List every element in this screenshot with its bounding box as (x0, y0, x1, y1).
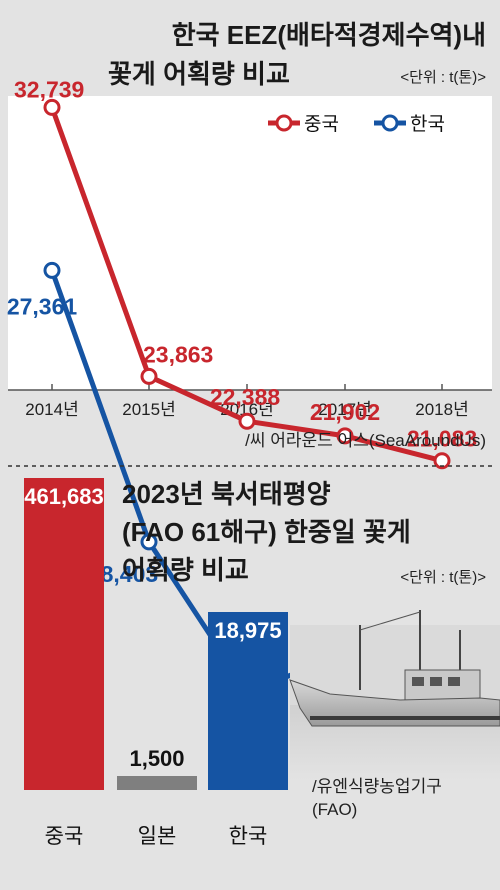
line-chart-title-line1: 한국 EEZ(배타적경제수역)내 (172, 20, 486, 50)
legend: 중국 한국 (257, 104, 485, 142)
bar-chart-source-line2: (FAO) (312, 800, 357, 819)
bar-china (24, 478, 104, 790)
bar-category-korea: 한국 (229, 825, 268, 848)
data-label-korea: 27,361 (7, 293, 78, 319)
bar-chart-unit: <단위 : t(톤)> (400, 569, 486, 586)
bar-category-japan: 일본 (138, 825, 177, 848)
line-chart-source: /씨 어라운드 어스(SeaAroundUs) (245, 431, 486, 450)
data-point-korea (140, 533, 158, 551)
x-tick-label: 2017년 (318, 400, 371, 419)
legend-marker-china (275, 114, 293, 132)
fishing-boat-image (289, 610, 500, 780)
data-label-china: 32,739 (14, 76, 84, 102)
bar-korea (208, 612, 288, 790)
data-label-china: 21,902 (310, 399, 380, 425)
bar-chart-title-line1: 2023년 북서태평양 (122, 479, 331, 509)
boat-window (448, 677, 460, 686)
data-point-china (140, 367, 158, 385)
legend-label-china: 중국 (304, 114, 339, 135)
bar-japan (117, 776, 197, 790)
data-label-china: 23,863 (143, 341, 213, 367)
x-tick-label: 2015년 (122, 400, 175, 419)
line-chart-title-line2: 꽃게 어획량 비교 (108, 59, 290, 89)
bar-category-china: 중국 (45, 825, 84, 848)
data-point-korea (43, 261, 61, 279)
data-label-china: 22,388 (210, 384, 281, 410)
data-point-china (336, 427, 354, 445)
legend-marker-korea (381, 114, 399, 132)
x-tick-label: 2014년 (25, 400, 78, 419)
bar-value-japan: 1,500 (129, 746, 184, 771)
x-tick-label: 2018년 (415, 400, 468, 419)
legend-label-korea: 한국 (410, 113, 445, 135)
bar-value-korea: 18,975 (214, 618, 281, 643)
line-plot-area (8, 96, 492, 390)
data-label-china: 21,083 (407, 426, 477, 452)
data-point-china (43, 98, 61, 116)
boat-hull-stripe (310, 716, 500, 720)
data-point-china (433, 452, 451, 470)
bar-chart-title-line2: (FAO 61해구) 한중일 꽃게 (122, 517, 411, 547)
boat-hull (289, 679, 500, 727)
bar-chart-title-line3: 어획량 비교 (122, 555, 249, 585)
boat-window (430, 677, 442, 686)
boat-window (412, 677, 424, 686)
bar-chart-source-line1: /유엔식량농업기구 (312, 777, 442, 796)
bar-value-china: 461,683 (24, 484, 104, 509)
line-chart-unit: <단위 : t(톤)> (400, 69, 486, 86)
boat-rigging (359, 611, 421, 631)
data-point-china (238, 412, 256, 430)
